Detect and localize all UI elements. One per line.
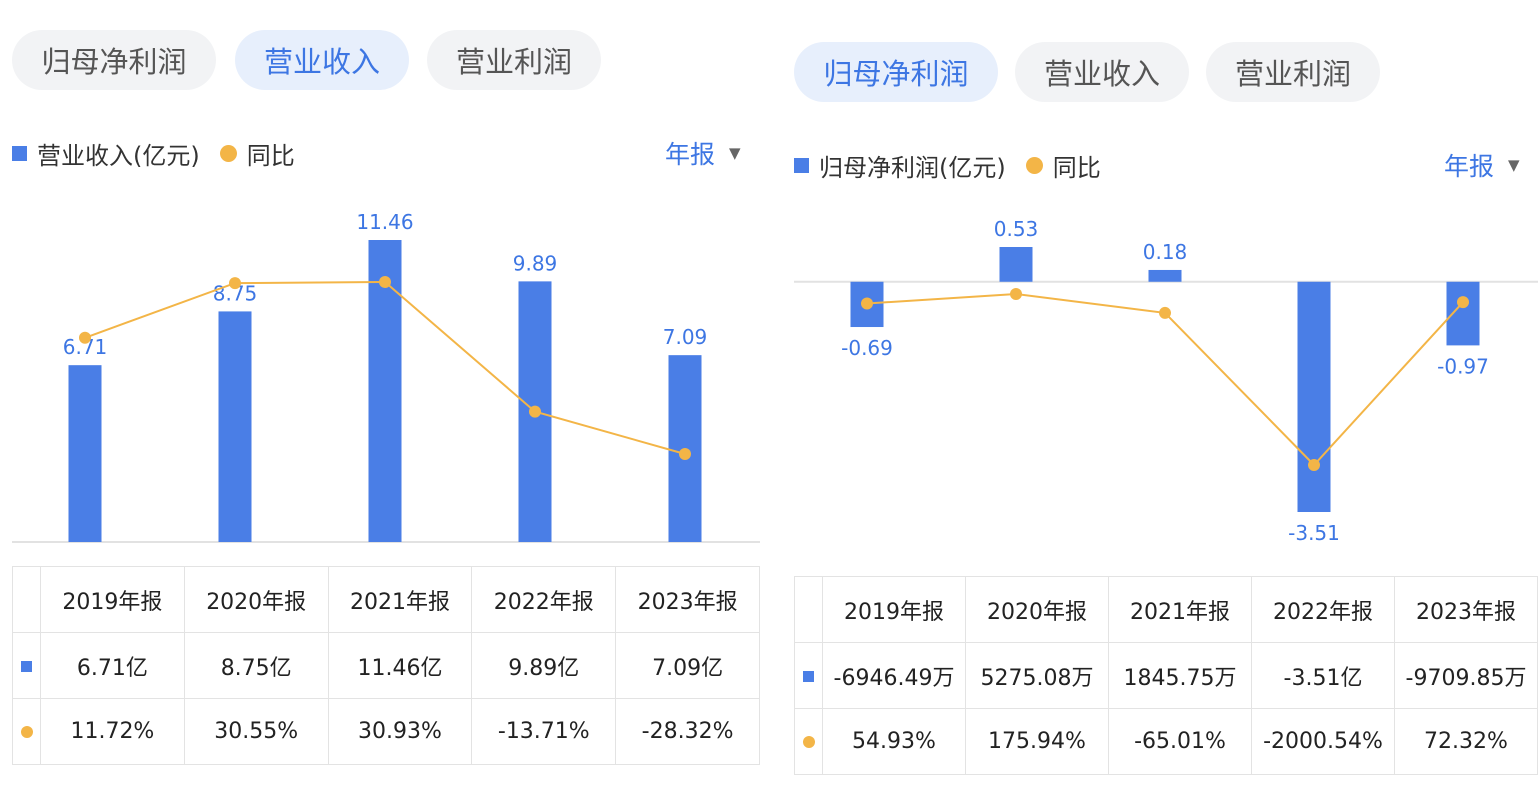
table-cell: -3.51亿	[1251, 642, 1395, 709]
line-legend-icon	[1025, 157, 1043, 174]
bar-value-label: 9.89	[513, 251, 558, 275]
line-legend-label: 同比	[246, 142, 295, 170]
bar-value-label: -0.97	[1437, 354, 1489, 378]
table-cell-yoy: -65.01%	[1108, 708, 1252, 775]
bar-value-label: -0.69	[841, 336, 893, 360]
table-header: 2019年报	[822, 576, 966, 643]
yoy-point-2023年报	[679, 448, 691, 460]
line-legend-icon	[219, 145, 237, 162]
yoy-point-2021年报	[379, 276, 391, 288]
tab-revenue[interactable]: 营业收入	[1015, 42, 1189, 102]
line-series-icon	[20, 726, 33, 738]
bar-2022年报	[1297, 281, 1331, 512]
table-header: 2019年报	[40, 566, 185, 633]
yoy-point-2020年报	[229, 277, 241, 290]
yoy-point-2019年报	[861, 297, 873, 310]
table-cell: -6946.49万	[822, 642, 966, 709]
table-cell: 6.71亿	[40, 632, 185, 699]
table-row-yoy: 11.72% 30.55% 30.93% -13.71% -28.32%	[12, 698, 760, 765]
table-cell: 11.46亿	[327, 632, 473, 699]
table-cell-yoy: -13.71%	[471, 698, 617, 765]
yoy-point-2021年报	[1159, 306, 1171, 319]
bar-legend-icon	[12, 146, 27, 161]
yoy-point-2020年报	[1010, 288, 1022, 300]
yoy-point-2023年报	[1457, 296, 1469, 309]
yoy-point-2022年报	[529, 405, 541, 418]
chart-legend: 归母净利润(亿元) 同比	[794, 148, 1101, 183]
table-cell: 9.89亿	[471, 632, 617, 699]
table-header: 2020年报	[965, 576, 1109, 643]
table-cell-yoy: 54.93%	[822, 708, 966, 775]
table-header: 2023年报	[615, 566, 760, 633]
table-header: 2022年报	[471, 566, 617, 633]
caret-down-icon: ▼	[729, 144, 741, 162]
table-header: 2021年报	[1108, 576, 1252, 643]
table-header: 2023年报	[1394, 576, 1538, 643]
table-row-yoy: 54.93% 175.94% -65.01% -2000.54% 72.32%	[794, 708, 1538, 775]
net-profit-chart: -0.69 0.53 0.18 -3.51 -0.97	[794, 217, 1538, 545]
tab-operating-profit[interactable]: 营业利润	[427, 30, 601, 90]
period-label: 年报	[665, 140, 716, 169]
bar-series-icon	[803, 671, 814, 682]
table-cell-yoy: 72.32%	[1394, 708, 1538, 775]
table-cell: 1845.75万	[1108, 642, 1252, 709]
period-select[interactable]: 年报 ▼	[1444, 147, 1520, 183]
bar-value-label: 0.18	[1143, 240, 1188, 264]
yoy-point-2022年报	[1308, 459, 1320, 471]
bar-series-icon	[21, 661, 32, 672]
table-cell-yoy: 11.72%	[40, 698, 185, 765]
table-header-row: 2019年报 2020年报 2021年报 2022年报 2023年报	[12, 566, 760, 633]
table-header: 2021年报	[327, 566, 473, 633]
table-header: 2020年报	[183, 566, 329, 633]
bar-2020年报	[218, 311, 252, 542]
bar-value-label: 0.53	[994, 217, 1039, 241]
line-legend-label: 同比	[1052, 154, 1101, 182]
revenue-panel: 归母净利润 营业收入 营业利润 营业收入(亿元) 同比 年报 ▼ 6.71 8.7…	[12, 30, 760, 765]
table-cell-yoy: 30.93%	[327, 698, 473, 765]
bar-2021年报	[1148, 269, 1182, 282]
table-header: 2022年报	[1251, 576, 1395, 643]
bar-2020年报	[999, 247, 1033, 282]
table-cell: 7.09亿	[615, 632, 760, 699]
table-row-values: -6946.49万 5275.08万 1845.75万 -3.51亿 -9709…	[794, 642, 1538, 709]
tab-revenue[interactable]: 营业收入	[235, 30, 409, 90]
table-header-row: 2019年报 2020年报 2021年报 2022年报 2023年报	[794, 576, 1538, 643]
line-series-icon	[802, 736, 815, 748]
table-cell: -9709.85万	[1394, 642, 1538, 709]
tab-operating-profit[interactable]: 营业利润	[1206, 42, 1380, 102]
bar-legend-label: 营业收入(亿元)	[37, 142, 200, 170]
revenue-table: 2019年报 2020年报 2021年报 2022年报 2023年报 6.71亿…	[12, 566, 760, 765]
bar-value-label: -3.51	[1288, 521, 1340, 545]
bar-2019年报	[68, 365, 102, 542]
table-cell: 8.75亿	[183, 632, 329, 699]
chart-legend: 营业收入(亿元) 同比	[12, 136, 295, 171]
bar-value-label: 7.09	[663, 325, 708, 349]
bar-legend-icon	[794, 158, 809, 173]
bar-legend-label: 归母净利润(亿元)	[819, 154, 1006, 182]
net-profit-panel: 归母净利润 营业收入 营业利润 归母净利润(亿元) 同比 年报 ▼ -0.69 0…	[782, 0, 1538, 798]
period-label: 年报	[1444, 152, 1495, 181]
table-cell-yoy: -28.32%	[615, 698, 760, 765]
table-cell-yoy: 30.55%	[183, 698, 329, 765]
table-row-values: 6.71亿 8.75亿 11.46亿 9.89亿 7.09亿	[12, 632, 760, 699]
table-cell-yoy: -2000.54%	[1251, 708, 1395, 775]
table-cell: 5275.08万	[965, 642, 1109, 709]
caret-down-icon: ▼	[1508, 156, 1520, 174]
bar-value-label: 11.46	[356, 210, 413, 234]
tab-net-profit[interactable]: 归母净利润	[12, 30, 216, 90]
net-profit-table: 2019年报 2020年报 2021年报 2022年报 2023年报 -6946…	[794, 576, 1538, 775]
table-cell-yoy: 175.94%	[965, 708, 1109, 775]
tab-net-profit[interactable]: 归母净利润	[794, 42, 998, 102]
yoy-line	[866, 292, 1464, 467]
yoy-point-2019年报	[79, 331, 91, 344]
period-select[interactable]: 年报 ▼	[665, 135, 741, 171]
